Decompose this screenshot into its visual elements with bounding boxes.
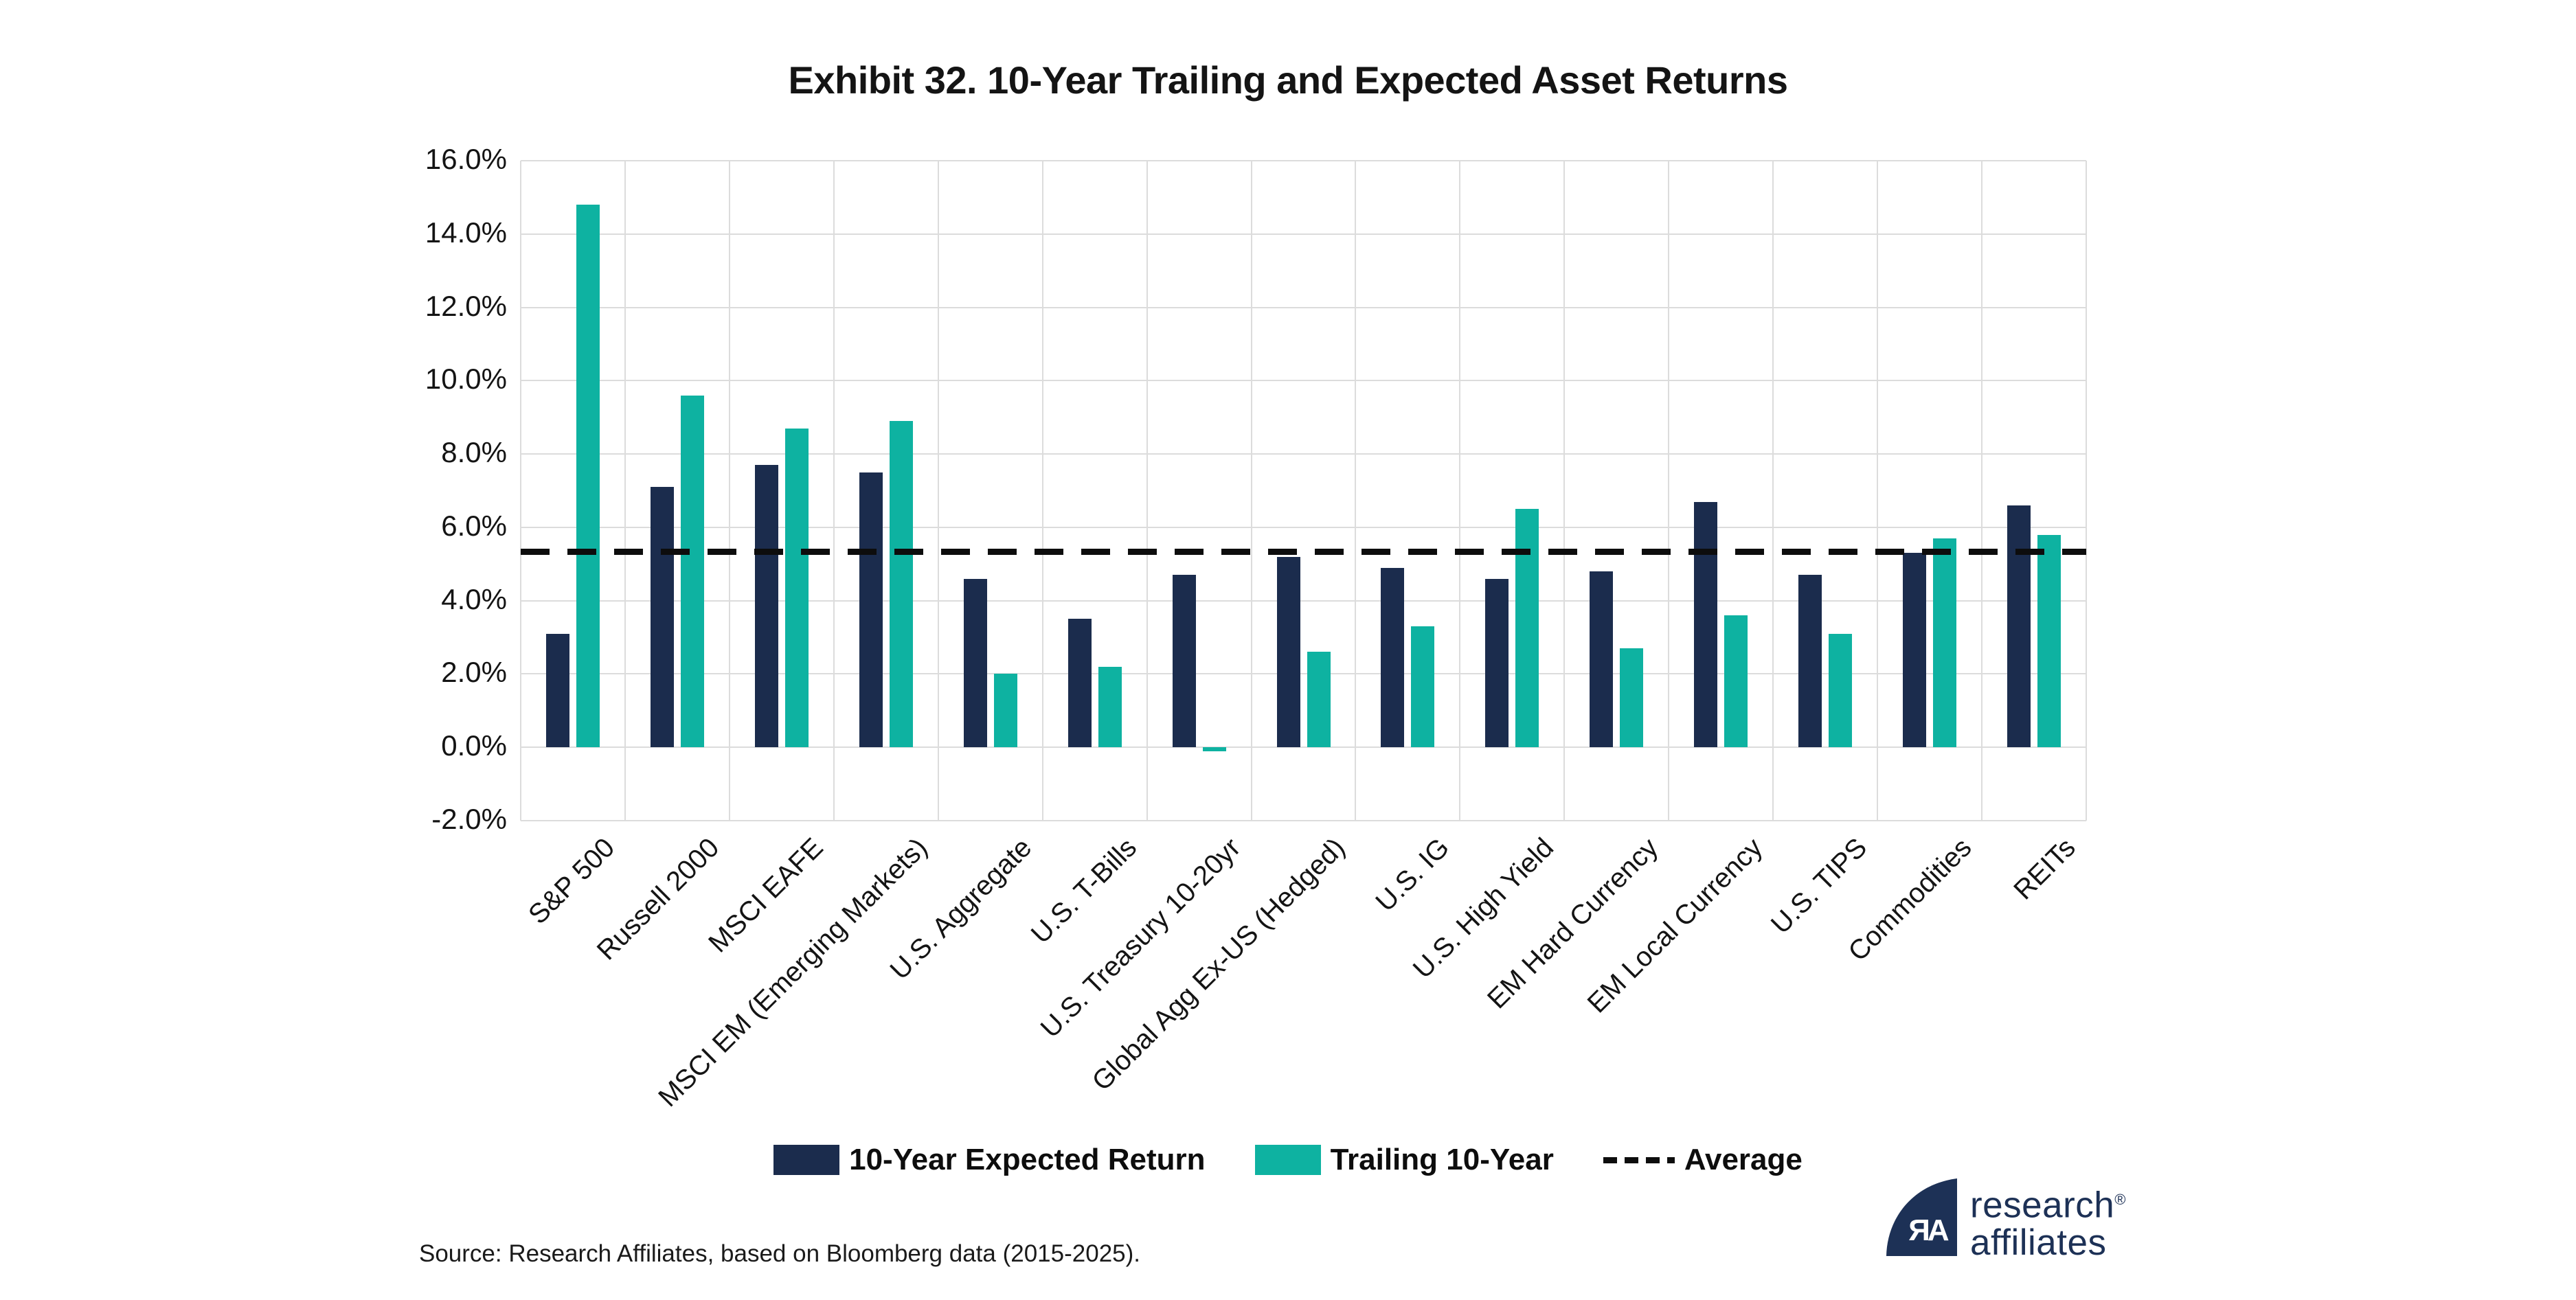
gridline-v-14	[1981, 161, 1983, 821]
gridline-v-7	[1250, 161, 1252, 821]
x-axis-labels: S&P 500 Russell 2000 MSCI EAFE MSCI EM (Eme…	[521, 832, 2086, 1148]
registered-mark: ®	[2114, 1191, 2126, 1208]
gridline-v-2	[728, 161, 730, 821]
x-category-label-12: U.S. TIPS	[1765, 832, 1873, 940]
gridline-v-3	[833, 161, 835, 821]
bar-expected-14	[2007, 505, 2031, 748]
x-category-label-14: REITs	[2008, 832, 2082, 906]
bar-expected-6	[1172, 575, 1196, 748]
bar-expected-11	[1694, 501, 1718, 748]
y-tick-label--2.0%: -2.0%	[431, 803, 507, 835]
x-category-label-6: U.S. Treasury 10-20yr	[1035, 832, 1247, 1044]
gridline-h-14	[521, 233, 2086, 235]
y-tick-label-0.0%: 0.0%	[441, 729, 507, 762]
gridline-h-0	[521, 746, 2086, 749]
expected-return-swatch-icon	[773, 1145, 840, 1175]
legend-label-expected-return: 10-Year Expected Return	[849, 1143, 1206, 1176]
x-category-label-10: EM Hard Currency	[1482, 832, 1664, 1015]
bar-trailing-7	[1307, 652, 1331, 748]
logo-line2: affiliates	[1970, 1222, 2107, 1263]
bar-trailing-9	[1515, 509, 1539, 748]
bar-trailing-14	[2037, 534, 2061, 748]
bar-trailing-4	[993, 674, 1017, 748]
average-dash-icon	[1603, 1156, 1675, 1163]
chart-title: Exhibit 32. 10-Year Trailing and Expecte…	[788, 58, 1788, 102]
bar-trailing-10	[1620, 648, 1644, 748]
bar-expected-12	[1798, 575, 1822, 748]
gridline-h-6	[521, 526, 2086, 528]
y-axis-labels: 16.0% 14.0% 12.0% 10.0% 8.0% 6.0% 4.0% 2.0% 0.0%…	[357, 143, 507, 847]
ra-fin-icon: ЯA	[1886, 1178, 1957, 1256]
gridline-v-9	[1459, 161, 1461, 821]
bar-expected-10	[1590, 571, 1614, 748]
logo-line1: research®	[1970, 1185, 2126, 1226]
gridline-v-12	[1772, 161, 1774, 821]
legend-item-average: Average	[1603, 1143, 1803, 1177]
y-tick-label-2.0%: 2.0%	[441, 656, 507, 689]
gridline-v-11	[1668, 161, 1670, 821]
bar-trailing-8	[1411, 626, 1435, 748]
legend-label-trailing: Trailing 10-Year	[1330, 1143, 1554, 1176]
gridline-v-5	[1041, 161, 1043, 821]
bar-trailing-6	[1202, 747, 1226, 751]
gridline-v-10	[1563, 161, 1566, 821]
bar-expected-9	[1485, 578, 1509, 748]
bar-expected-5	[1067, 619, 1092, 748]
legend-item-expected-return: 10-Year Expected Return	[773, 1143, 1206, 1177]
bar-trailing-13	[1933, 538, 1957, 748]
gridline-v-15	[2086, 161, 2087, 821]
bar-expected-0	[545, 633, 569, 748]
legend-item-trailing: Trailing 10-Year	[1254, 1143, 1554, 1177]
y-tick-label-4.0%: 4.0%	[441, 582, 507, 615]
ra-monogram: ЯA	[1908, 1213, 1949, 1247]
x-category-label-0: S&P 500	[522, 832, 621, 931]
bar-trailing-0	[576, 205, 600, 748]
bar-trailing-11	[1724, 615, 1748, 748]
average-line	[521, 548, 2086, 555]
bar-trailing-12	[1829, 633, 1853, 748]
y-tick-label-6.0%: 6.0%	[441, 509, 507, 542]
gridline-v-0	[520, 161, 521, 821]
gridline-v-1	[624, 161, 626, 821]
bar-trailing-2	[784, 428, 809, 748]
gridline-v-6	[1146, 161, 1148, 821]
bar-expected-4	[963, 578, 987, 748]
plot-area	[520, 160, 2087, 821]
trailing-swatch-icon	[1254, 1145, 1321, 1175]
gridline-v-13	[1877, 161, 1879, 821]
bar-expected-1	[650, 487, 674, 748]
bar-trailing-1	[680, 395, 704, 748]
legend: 10-Year Expected Return Trailing 10-Year…	[0, 1143, 2576, 1177]
gridline-h-16	[521, 160, 2086, 161]
bar-trailing-5	[1098, 666, 1122, 748]
bar-expected-3	[859, 472, 883, 748]
bar-expected-2	[754, 465, 778, 748]
y-tick-label-14.0%: 14.0%	[425, 216, 507, 249]
source-note: Source: Research Affiliates, based on Bl…	[419, 1240, 1140, 1267]
x-category-label-8: U.S. IG	[1370, 832, 1456, 917]
y-tick-label-8.0%: 8.0%	[441, 436, 507, 469]
x-category-label-11: EM Local Currency	[1581, 832, 1769, 1019]
gridline-v-8	[1355, 161, 1357, 821]
gridline-h-4	[521, 600, 2086, 602]
gridline-h-2	[521, 673, 2086, 675]
gridline-v-4	[937, 161, 939, 821]
y-tick-label-10.0%: 10.0%	[425, 363, 507, 396]
gridline-h-12	[521, 306, 2086, 308]
logo-wordmark: research® affiliates	[1970, 1181, 2126, 1262]
gridline-h--2	[521, 820, 2086, 821]
bar-expected-7	[1276, 556, 1300, 748]
gridline-h-10	[521, 380, 2086, 382]
bar-expected-8	[1381, 567, 1405, 748]
research-affiliates-logo: ЯA research® affiliates	[1886, 1178, 2126, 1262]
y-tick-label-16.0%: 16.0%	[425, 143, 507, 175]
legend-label-average: Average	[1684, 1143, 1803, 1176]
bar-trailing-3	[889, 421, 913, 748]
y-tick-label-12.0%: 12.0%	[425, 289, 507, 322]
bar-expected-13	[1903, 553, 1927, 748]
gridline-h-8	[521, 453, 2086, 455]
